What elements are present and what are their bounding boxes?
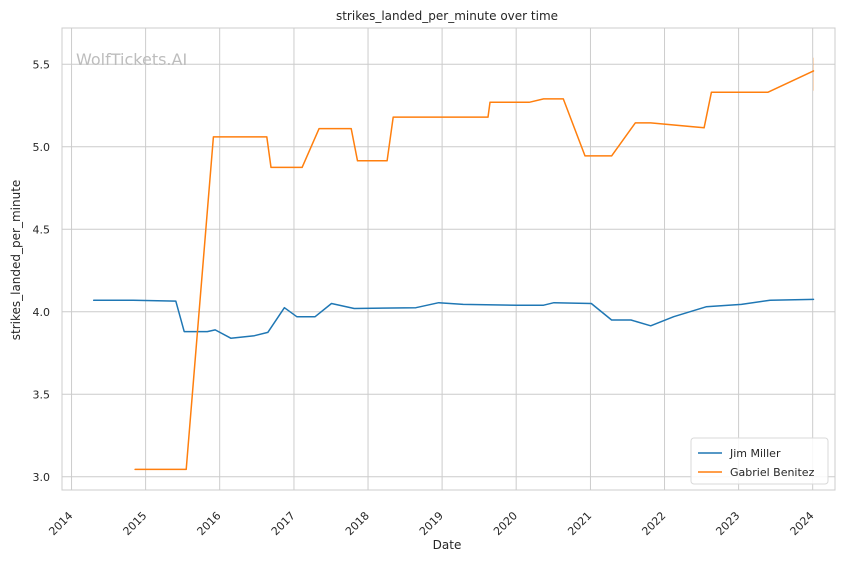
watermark-text: WolfTickets.AI [76, 50, 187, 69]
y-tick-label: 4.5 [33, 223, 51, 236]
chart-title: strikes_landed_per_minute over time [336, 9, 558, 23]
x-tick-label: 2018 [343, 509, 372, 538]
x-tick-label: 2020 [491, 509, 520, 538]
x-tick-label: 2016 [195, 509, 224, 538]
x-tick-label: 2023 [713, 509, 742, 538]
x-tick-label: 2015 [120, 509, 149, 538]
x-tick-label: 2021 [565, 509, 594, 538]
y-tick-label: 5.0 [33, 141, 51, 154]
y-tick-label: 5.5 [33, 58, 51, 71]
y-tick-label: 4.0 [33, 306, 51, 319]
plot-background [62, 28, 835, 490]
y-axis-label: strikes_landed_per_minute [9, 180, 23, 341]
y-tick-label: 3.5 [33, 388, 51, 401]
legend-box [690, 437, 829, 485]
axes [61, 27, 836, 491]
series-line-jim-miller [92, 298, 815, 339]
x-tick-label: 2022 [639, 509, 668, 538]
x-tick-label: 2019 [417, 509, 446, 538]
legend-label-jim-miller: Jim Miller [729, 447, 781, 460]
plot-frame [61, 27, 836, 491]
x-tick-label: 2024 [788, 509, 817, 538]
x-tick-label: 2014 [46, 509, 75, 538]
legend-label-gabriel-benitez: Gabriel Benitez [730, 466, 815, 479]
grid-lines [62, 28, 835, 490]
legend: Jim Miller Gabriel Benitez [690, 437, 829, 485]
x-axis-label: Date [433, 538, 462, 552]
series-line-gabriel-benitez [134, 70, 815, 471]
x-tick-label: 2017 [269, 509, 298, 538]
y-tick-label: 3.0 [33, 471, 51, 484]
series-lines [92, 57, 815, 471]
